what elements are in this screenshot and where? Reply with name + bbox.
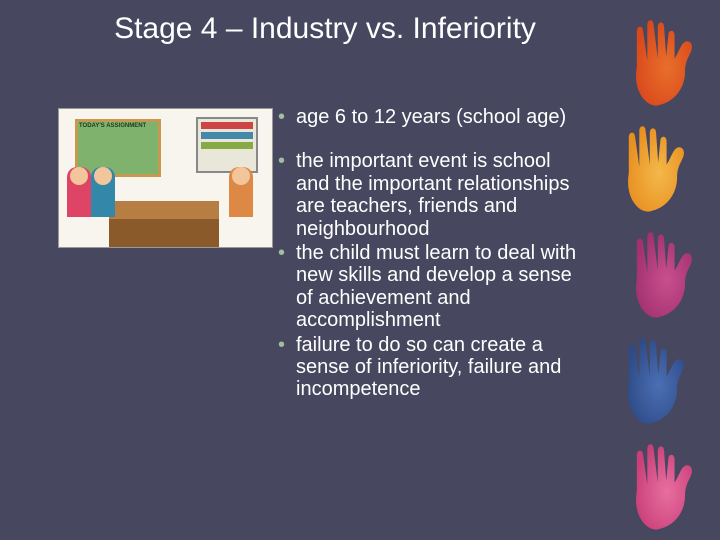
bullet-list: age 6 to 12 years (school age) the impor… — [278, 106, 588, 401]
bullet-item: failure to do so can create a sense of i… — [278, 334, 588, 401]
slide-title: Stage 4 – Industry vs. Inferiority — [100, 12, 550, 45]
handprint-icon — [604, 322, 704, 427]
handprint-icon — [612, 216, 712, 321]
bullet-item: the child must learn to deal with new sk… — [278, 242, 588, 332]
handprint-column — [604, 0, 714, 540]
classroom-illustration: TODAY'S ASSIGNMENT — [58, 108, 273, 248]
handprint-icon — [604, 110, 704, 215]
handprint-icon — [612, 4, 712, 109]
slide: Stage 4 – Industry vs. Inferiority TODAY… — [0, 0, 720, 540]
bullet-item: the important event is school and the im… — [278, 150, 588, 240]
handprint-icon — [612, 428, 712, 533]
board-text: TODAY'S ASSIGNMENT — [79, 123, 146, 130]
bullet-item: age 6 to 12 years (school age) — [278, 106, 588, 128]
